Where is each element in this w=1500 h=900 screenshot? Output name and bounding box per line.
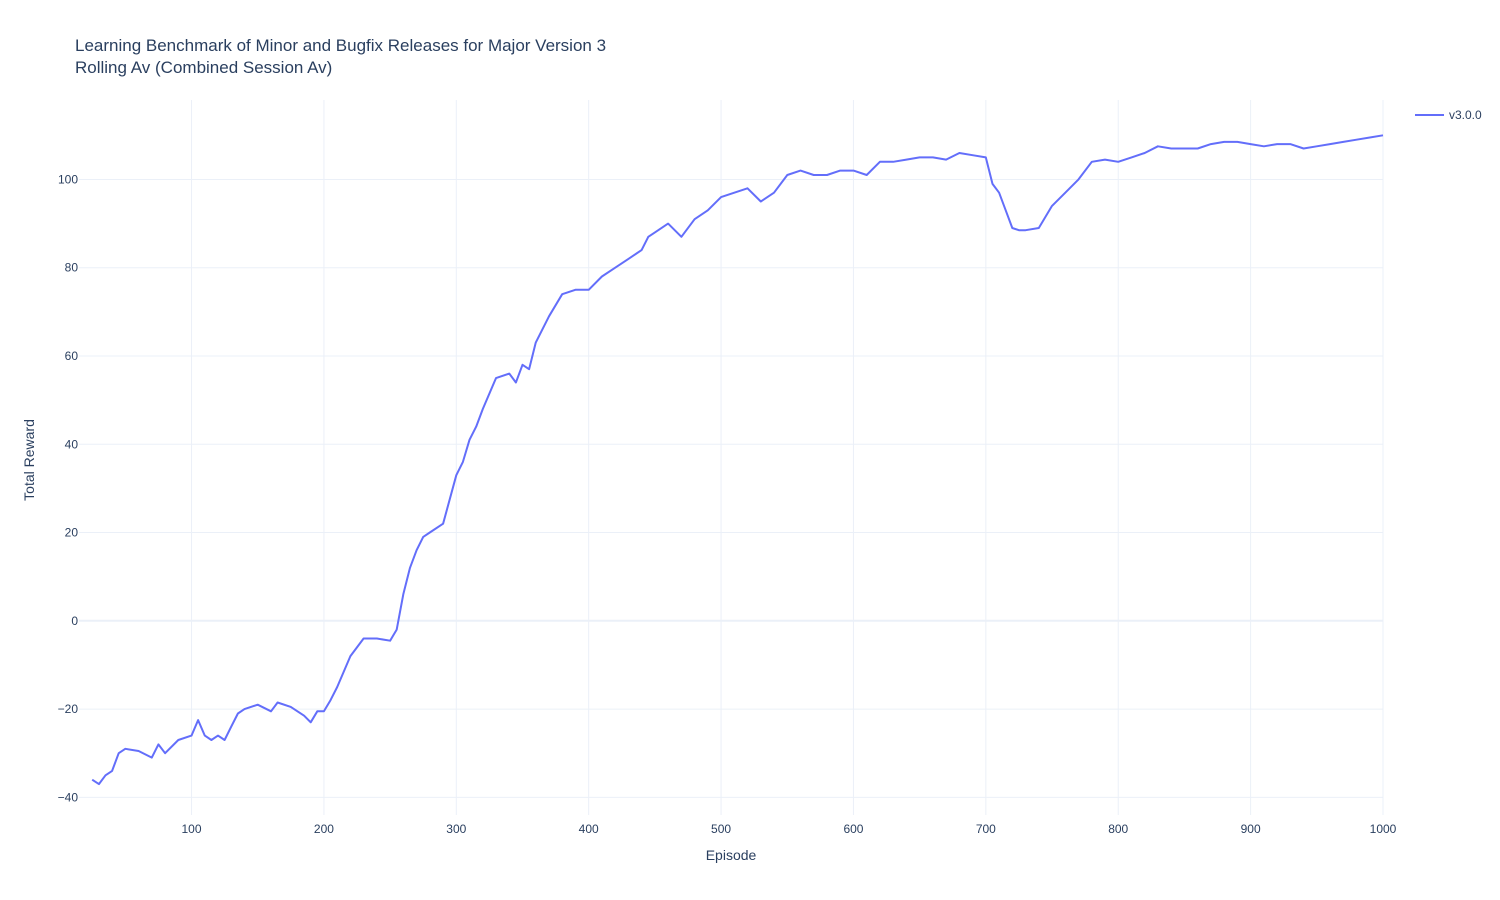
series-layer xyxy=(91,134,1384,786)
x-tick-label: 400 xyxy=(579,822,599,836)
y-tick-label: 0 xyxy=(71,614,78,628)
y-tick-label: 100 xyxy=(58,172,78,186)
chart-subtitle: Rolling Av (Combined Session Av) xyxy=(75,58,333,77)
series-line-v3.0.0 xyxy=(91,134,1384,786)
y-tick-label: −20 xyxy=(58,702,79,716)
y-axis-title: Total Reward xyxy=(21,419,37,501)
y-tick-label: 80 xyxy=(65,261,79,275)
grid-lines xyxy=(79,100,1384,815)
y-tick-label: 20 xyxy=(65,526,79,540)
chart-title: Learning Benchmark of Minor and Bugfix R… xyxy=(75,36,607,55)
legend[interactable]: v3.0.0 xyxy=(1415,108,1482,122)
x-tick-label: 600 xyxy=(843,822,863,836)
y-tick-label: 40 xyxy=(65,437,79,451)
y-axis-ticks: −40 −20 0 20 40 60 80 100 xyxy=(58,172,79,804)
x-tick-label: 700 xyxy=(976,822,996,836)
legend-label: v3.0.0 xyxy=(1449,108,1482,122)
x-tick-label: 100 xyxy=(182,822,202,836)
x-tick-label: 200 xyxy=(314,822,334,836)
x-tick-label: 900 xyxy=(1241,822,1261,836)
x-axis-title: Episode xyxy=(706,847,757,863)
chart-title-block: Learning Benchmark of Minor and Bugfix R… xyxy=(75,35,606,79)
x-axis-ticks: 100 200 300 400 500 600 700 800 900 1000 xyxy=(182,822,1397,836)
y-tick-label: −40 xyxy=(58,790,79,804)
x-tick-label: 800 xyxy=(1108,822,1128,836)
x-tick-label: 1000 xyxy=(1370,822,1397,836)
y-tick-label: 60 xyxy=(65,349,79,363)
x-tick-label: 500 xyxy=(711,822,731,836)
x-tick-label: 300 xyxy=(446,822,466,836)
